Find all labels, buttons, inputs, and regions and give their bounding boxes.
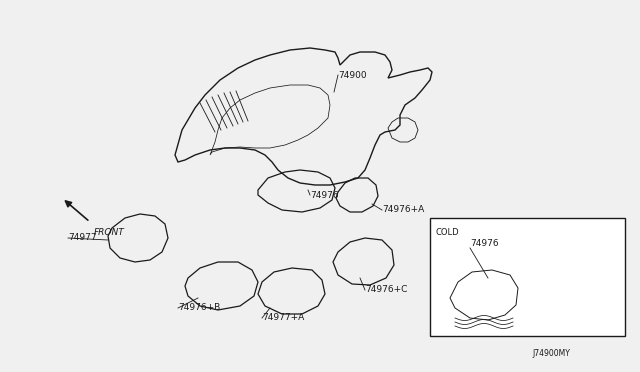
Text: FRONT: FRONT [94,228,125,237]
Text: 74976: 74976 [470,239,499,248]
Bar [430,218,625,336]
Text: 74976: 74976 [310,190,339,199]
Text: 74976+C: 74976+C [365,285,408,295]
Text: J74900MY: J74900MY [532,349,570,358]
Text: 74977+A: 74977+A [262,314,304,323]
Text: 74900: 74900 [338,71,367,80]
Text: COLD: COLD [436,228,460,237]
Text: 74977: 74977 [68,234,97,243]
Text: 74976+A: 74976+A [382,205,424,215]
Text: 74976+B: 74976+B [178,304,220,312]
